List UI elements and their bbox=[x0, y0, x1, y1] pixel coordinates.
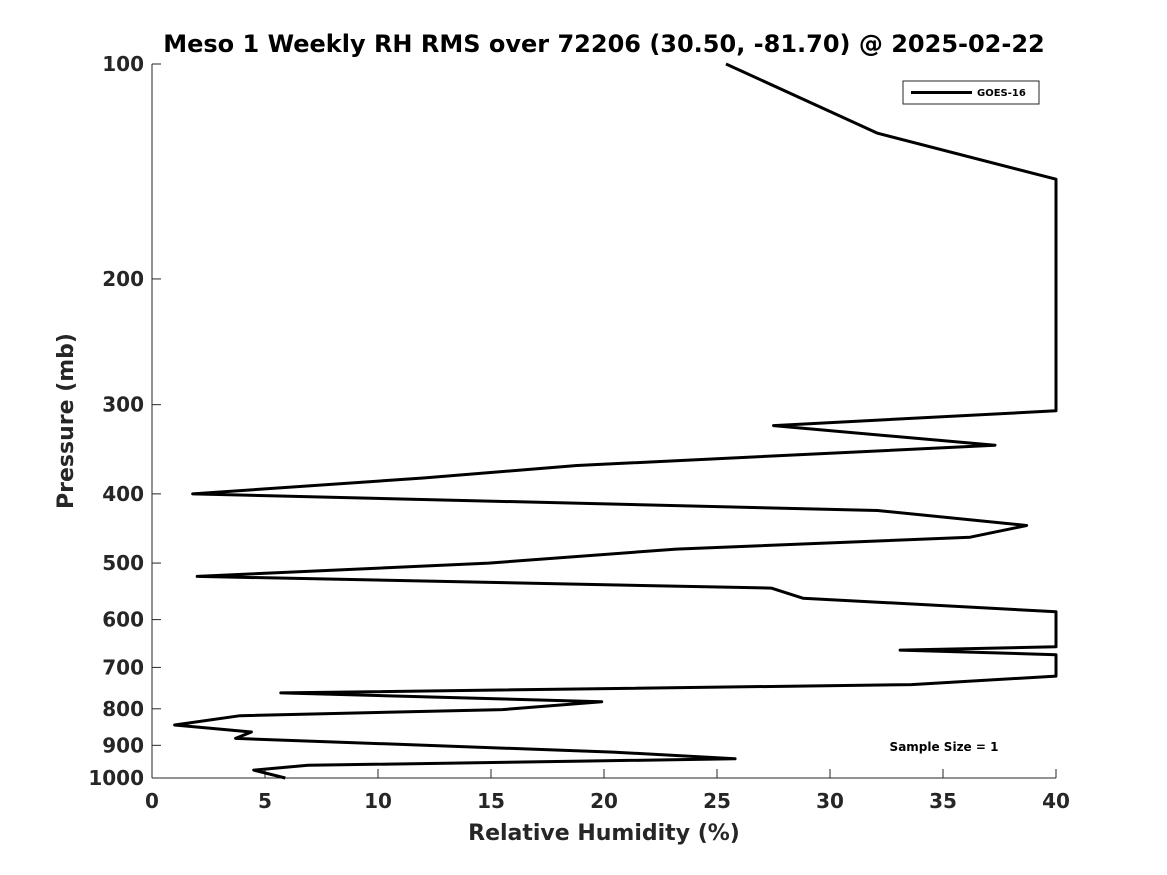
y-tick-label: 900 bbox=[102, 733, 144, 757]
y-tick-label: 600 bbox=[102, 608, 144, 632]
legend-label-goes-16: GOES-16 bbox=[977, 88, 1026, 99]
series-line-goes-16 bbox=[173, 62, 1058, 780]
x-tick-label: 0 bbox=[145, 789, 159, 813]
x-axis-ticks: 0 5 10 15 20 25 30 35 40 bbox=[145, 769, 1070, 813]
x-tick-label: 30 bbox=[816, 789, 844, 813]
y-axis-ticks: 100 200 300 400 500 600 700 800 900 1000 bbox=[88, 52, 161, 790]
x-tick-label: 20 bbox=[590, 789, 618, 813]
x-tick-label: 10 bbox=[364, 789, 392, 813]
y-tick-label: 100 bbox=[102, 52, 144, 76]
chart-title: Meso 1 Weekly RH RMS over 72206 (30.50, … bbox=[163, 30, 1045, 58]
x-axis-label: Relative Humidity (%) bbox=[468, 821, 740, 846]
sample-size-annotation: Sample Size = 1 bbox=[890, 740, 999, 754]
y-tick-label: 500 bbox=[102, 551, 144, 575]
x-tick-label: 35 bbox=[929, 789, 957, 813]
x-tick-label: 15 bbox=[477, 789, 505, 813]
y-tick-label: 200 bbox=[102, 267, 144, 291]
y-tick-label: 400 bbox=[102, 482, 144, 506]
y-tick-label: 800 bbox=[102, 697, 144, 721]
x-tick-label: 25 bbox=[703, 789, 731, 813]
legend: GOES-16 bbox=[902, 80, 1040, 105]
y-tick-label: 300 bbox=[102, 393, 144, 417]
y-tick-label: 1000 bbox=[88, 766, 144, 790]
x-tick-label: 5 bbox=[258, 789, 272, 813]
y-axis-label: Pressure (mb) bbox=[54, 333, 79, 509]
series-layer bbox=[173, 62, 1058, 780]
y-tick-label: 700 bbox=[102, 655, 144, 679]
x-tick-label: 40 bbox=[1042, 789, 1070, 813]
